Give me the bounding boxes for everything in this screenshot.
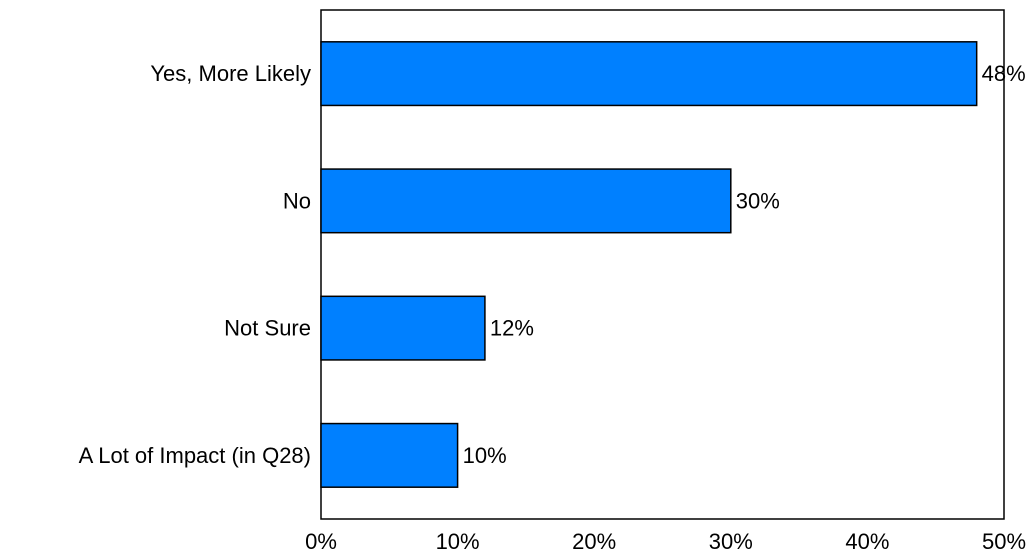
category-labels: Yes, More Likely No Not Sure A Lot of Impac…: [79, 61, 311, 468]
bars-group: [320, 41, 978, 488]
value-labels: 48% 30% 12% 10%: [463, 61, 1026, 468]
category-label: A Lot of Impact (in Q28): [79, 443, 311, 468]
x-tick-label: 10%: [436, 529, 480, 554]
x-tick-label: 20%: [572, 529, 616, 554]
value-label: 10%: [463, 443, 507, 468]
value-label: 12%: [490, 316, 534, 341]
x-tick-labels: 0% 10% 20% 30% 40% 50%: [305, 529, 1026, 554]
x-tick-label: 30%: [709, 529, 753, 554]
value-label: 30%: [736, 188, 780, 213]
bar: [320, 422, 459, 488]
bar: [320, 295, 486, 361]
value-label: 48%: [982, 61, 1026, 86]
x-tick-label: 0%: [305, 529, 337, 554]
x-tick-label: 50%: [982, 529, 1026, 554]
category-label: Not Sure: [224, 316, 311, 341]
category-label: Yes, More Likely: [150, 61, 311, 86]
x-tick-label: 40%: [845, 529, 889, 554]
bar: [320, 41, 978, 107]
category-label: No: [283, 188, 311, 213]
bar: [320, 168, 732, 234]
